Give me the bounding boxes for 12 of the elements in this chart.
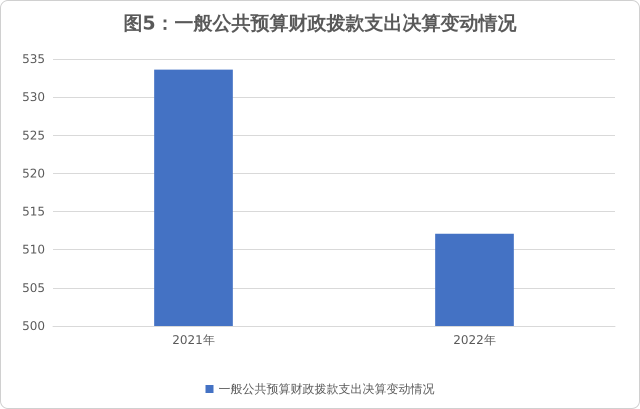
- y-tick-label: 505: [22, 280, 45, 295]
- y-tick-label: 515: [22, 204, 45, 219]
- x-tick-label: 2021年: [172, 333, 215, 347]
- y-tick-label: 510: [22, 242, 45, 257]
- x-tick-label: 2022年: [453, 333, 496, 347]
- y-tick-label: 500: [22, 319, 45, 333]
- y-tick-label: 525: [22, 128, 45, 142]
- y-tick-label: 520: [22, 166, 45, 180]
- y-tick-label: 530: [22, 90, 45, 104]
- chart-title: 图5：一般公共预算财政拨款支出决算变动情况: [123, 12, 518, 34]
- y-tick-label: 535: [22, 52, 45, 66]
- legend-label: 一般公共预算财政拨款支出决算变动情况: [218, 382, 434, 396]
